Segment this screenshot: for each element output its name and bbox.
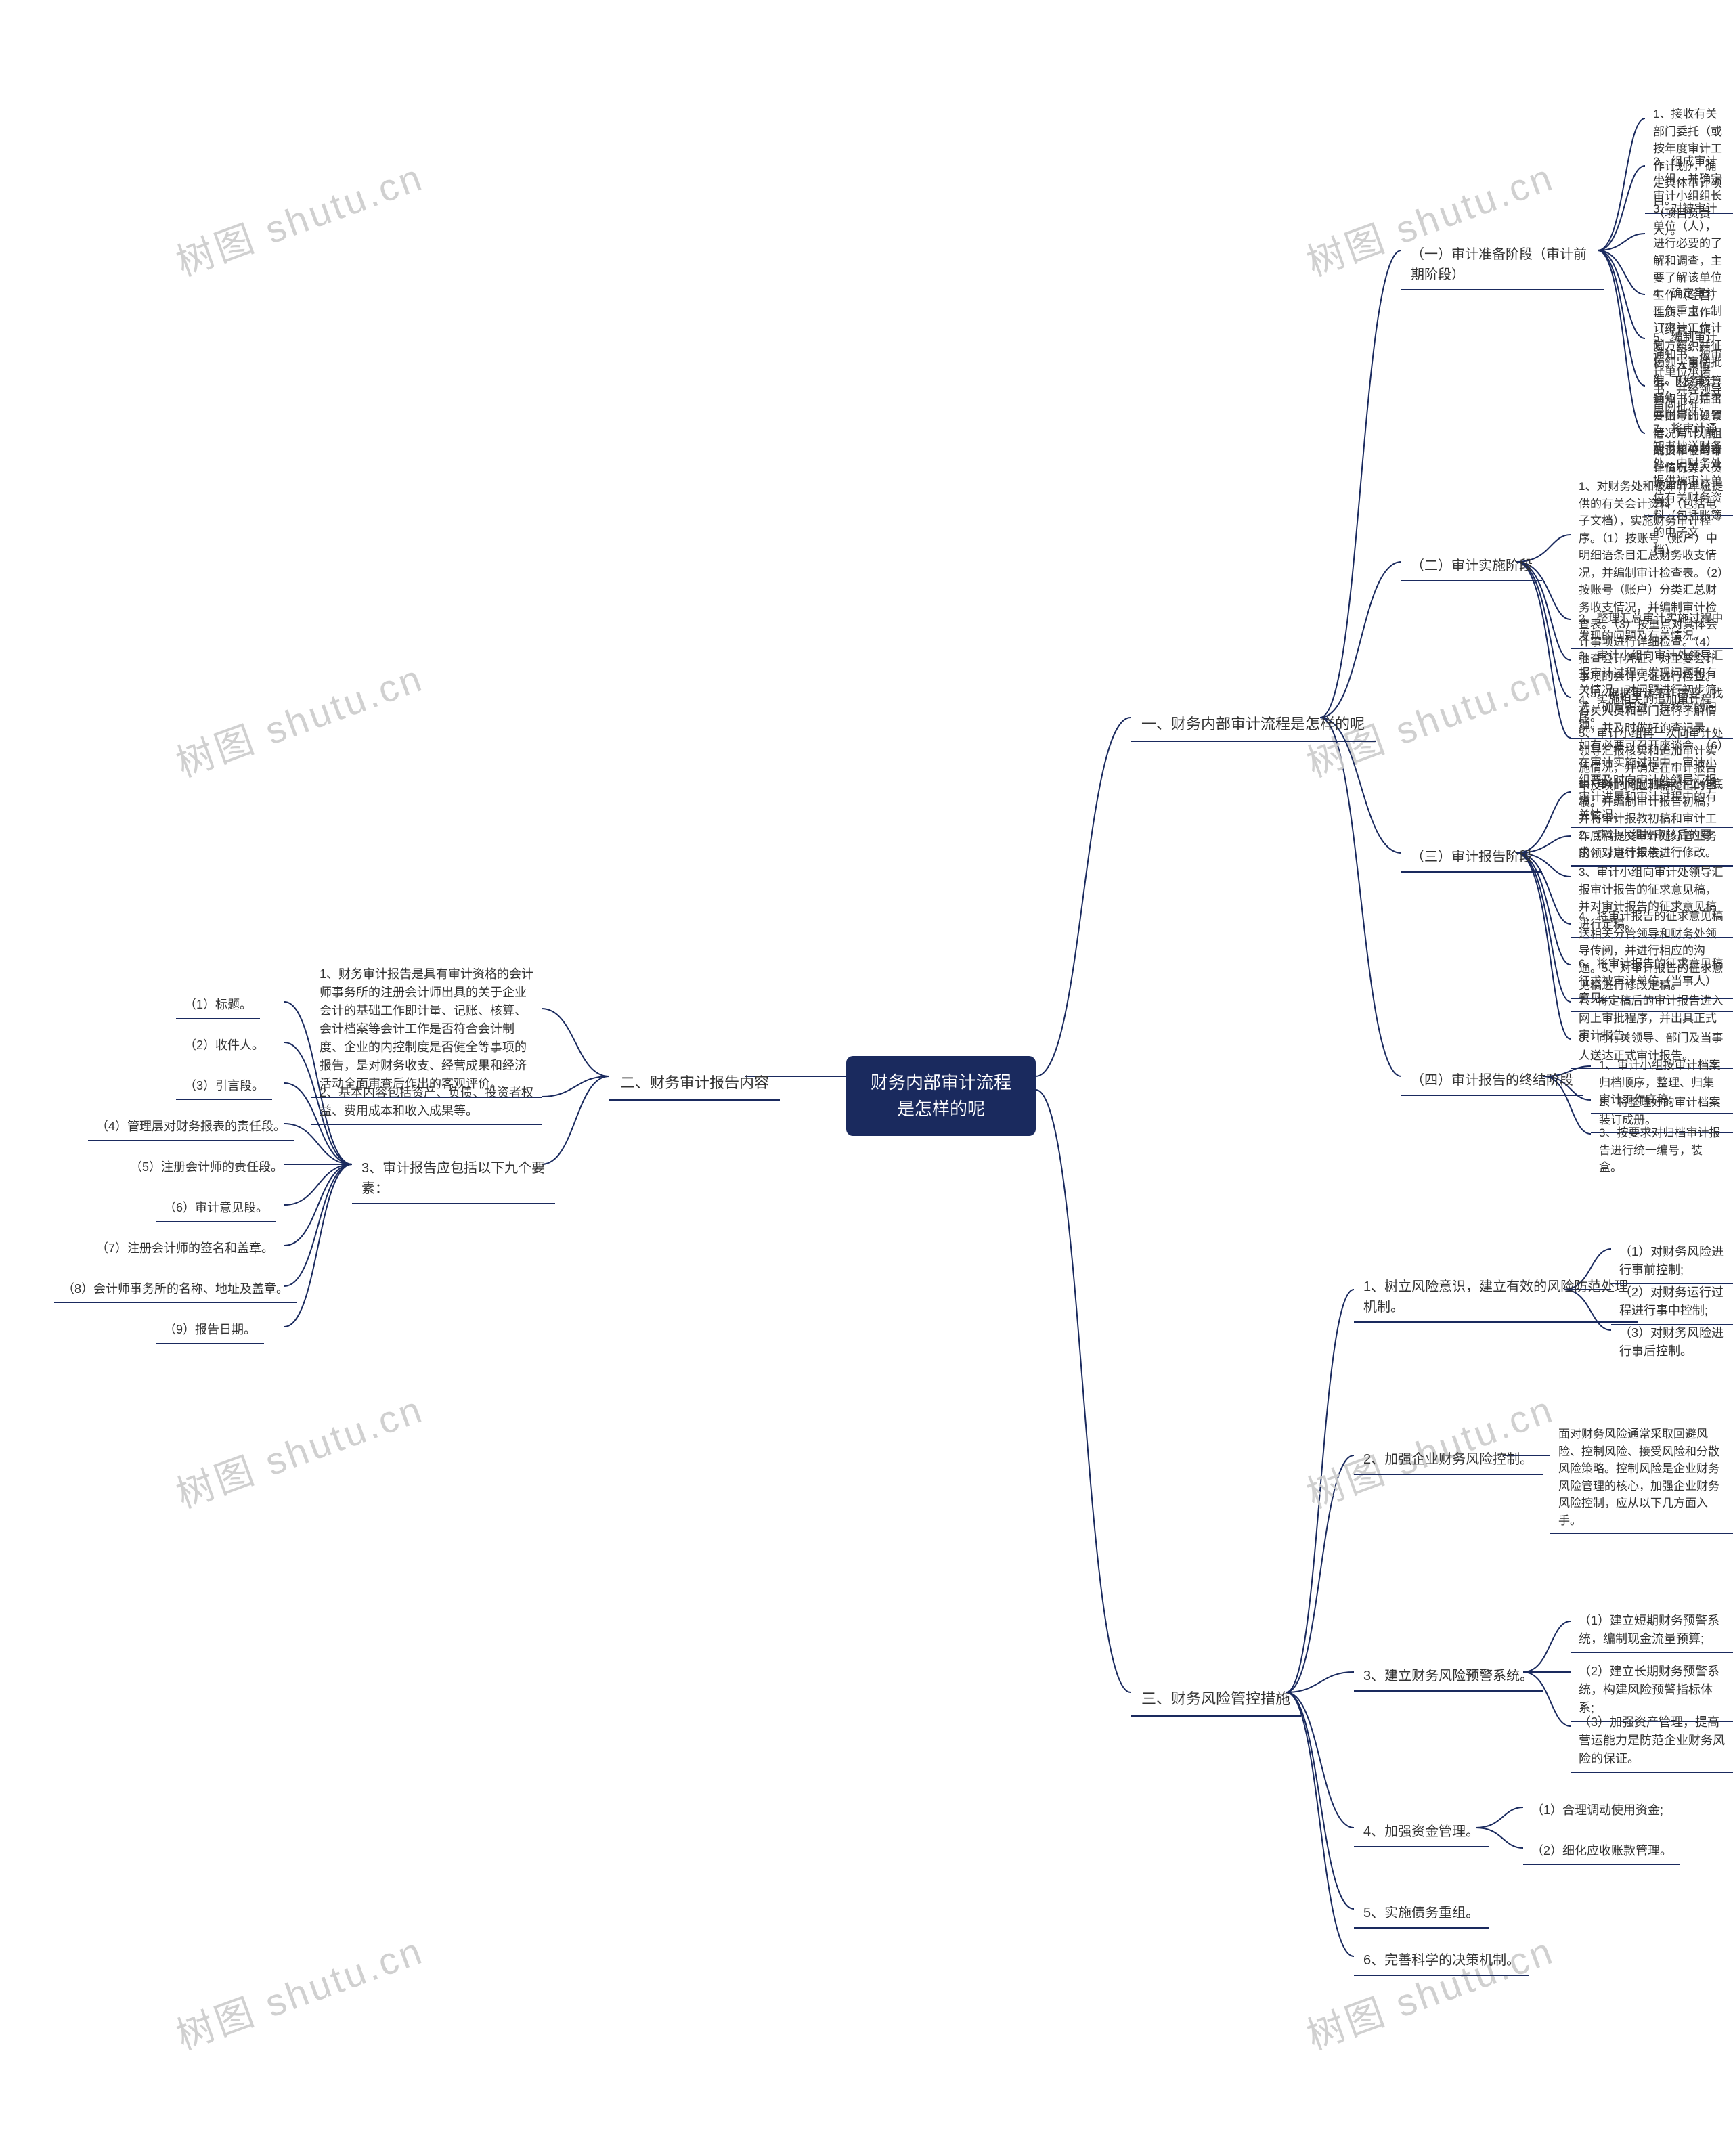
b2-item-2: 2、基本内容包括资产、负债、投资者权益、费用成本和收入成果等。 bbox=[311, 1080, 542, 1125]
b1-s1: （一）审计准备阶段（审计前期阶段） bbox=[1401, 240, 1604, 290]
b2-s3-5: （5）注册会计师的责任段。 bbox=[122, 1154, 291, 1181]
b2-s3-3: （3）引言段。 bbox=[176, 1073, 272, 1100]
b1-s2: （二）审计实施阶段 bbox=[1401, 552, 1542, 581]
b1-s3: （三）审计报告阶段 bbox=[1401, 843, 1542, 873]
watermark: 树图 shutu.cn bbox=[1298, 1920, 1561, 2061]
b3-s4: 4、加强资金管理。 bbox=[1354, 1818, 1489, 1847]
b2-s3-2: （2）收件人。 bbox=[176, 1032, 272, 1059]
b3-s4-1: （1）合理调动使用资金; bbox=[1523, 1797, 1671, 1824]
branch-2: 二、财务审计报告内容 bbox=[609, 1066, 780, 1101]
b2-s3-6: （6）审计意见段。 bbox=[156, 1195, 276, 1222]
b3-s1: 1、树立风险意识，建立有效的风险防范处理机制。 bbox=[1354, 1273, 1638, 1323]
root-node: 财务内部审计流程是怎样的呢 bbox=[846, 1056, 1036, 1136]
b3-s4-2: （2）细化应收账款管理。 bbox=[1523, 1838, 1680, 1865]
b2-s3-7: （7）注册会计师的签名和盖章。 bbox=[88, 1235, 282, 1262]
branch-3: 三、财务风险管控措施 bbox=[1131, 1682, 1301, 1717]
watermark: 树图 shutu.cn bbox=[168, 1379, 431, 1519]
b3-s3-1: （1）建立短期财务预警系统，编制现金流量预算; bbox=[1571, 1608, 1733, 1653]
b2-item-1: 1、财务审计报告是具有审计资格的会计师事务所的注册会计师出具的关于企业会计的基础… bbox=[311, 961, 542, 1098]
b3-s2: 2、加强企业财务风险控制。 bbox=[1354, 1445, 1543, 1475]
b3-s1-1: （1）对财务风险进行事前控制; bbox=[1611, 1239, 1733, 1284]
watermark: 树图 shutu.cn bbox=[168, 147, 431, 287]
b3-s1-2: （2）对财务运行过程进行事中控制; bbox=[1611, 1279, 1733, 1325]
branch-1: 一、财务内部审计流程是怎样的呢 bbox=[1131, 707, 1376, 742]
b1-s4: （四）审计报告的终结阶段 bbox=[1401, 1066, 1583, 1096]
b2-s3: 3、审计报告应包括以下九个要素： bbox=[352, 1154, 555, 1204]
watermark: 树图 shutu.cn bbox=[168, 1920, 431, 2061]
b2-s3-4: （4）管理层对财务报表的责任段。 bbox=[88, 1114, 294, 1141]
b1-s4-3: 3、按要求对归档审计报告进行统一编号，装盒。 bbox=[1591, 1120, 1733, 1181]
b2-s3-1: （1）标题。 bbox=[176, 992, 260, 1019]
b3-s2-desc: 面对财务风险通常采取回避风险、控制风险、接受风险和分散风险策略。控制风险是企业财… bbox=[1550, 1422, 1733, 1534]
b3-s6: 6、完善科学的决策机制。 bbox=[1354, 1946, 1529, 1976]
b3-s5: 5、实施债务重组。 bbox=[1354, 1899, 1489, 1929]
b3-s3-3: （3）加强资产管理，提高营运能力是防范企业财务风险的保证。 bbox=[1571, 1709, 1733, 1773]
b3-s1-3: （3）对财务风险进行事后控制。 bbox=[1611, 1320, 1733, 1365]
b2-s3-9: （9）报告日期。 bbox=[156, 1317, 264, 1344]
b3-s3: 3、建立财务风险预警系统。 bbox=[1354, 1662, 1543, 1692]
b2-s3-8: （8）会计师事务所的名称、地址及盖章。 bbox=[54, 1276, 297, 1303]
watermark: 树图 shutu.cn bbox=[168, 648, 431, 788]
